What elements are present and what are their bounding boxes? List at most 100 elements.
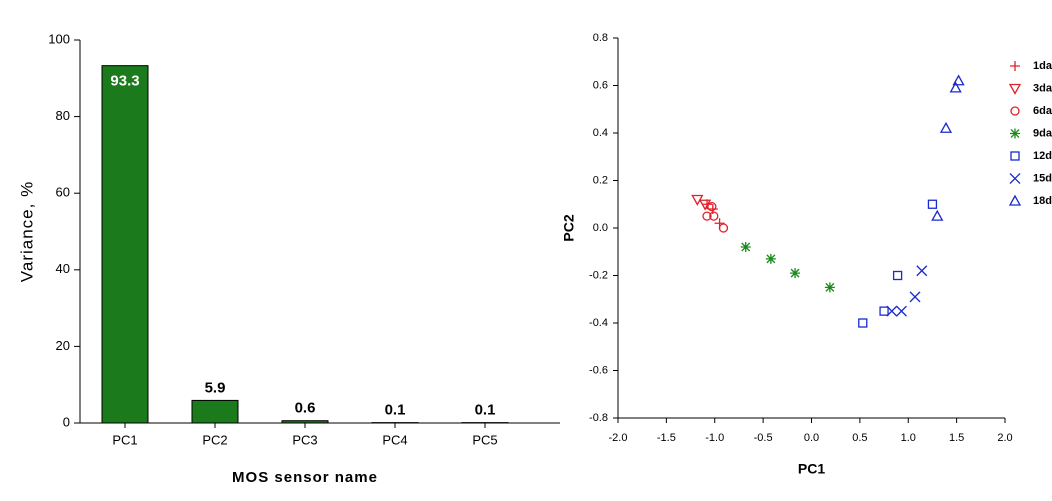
x-tick-label: -0.5 — [754, 432, 773, 444]
marker-part — [916, 265, 928, 277]
marker-part — [1010, 61, 1020, 71]
marker-part — [892, 270, 903, 281]
x-tick-label: -1.5 — [657, 432, 676, 444]
marker — [702, 211, 712, 221]
y-tick-label: -0.6 — [589, 364, 608, 376]
x-tick-label: PC1 — [112, 432, 137, 447]
marker-part — [949, 81, 962, 93]
legend-label: 12d — [1033, 150, 1052, 162]
x-tick-label: 2.0 — [997, 432, 1012, 444]
x-tick-label: -2.0 — [609, 432, 628, 444]
legend-marker — [1010, 106, 1020, 116]
marker — [702, 199, 713, 210]
value-label: 0.6 — [295, 400, 316, 417]
marker — [879, 306, 889, 316]
marker — [952, 74, 965, 86]
legend-label: 9da — [1033, 127, 1052, 139]
y-tick-label: 0.4 — [593, 127, 608, 139]
marker-part — [939, 121, 953, 133]
marker — [709, 211, 719, 221]
x-tick-label: PC2 — [202, 432, 227, 447]
y-tick-label: 40 — [56, 261, 70, 276]
x-tick-label: 1.0 — [901, 432, 916, 444]
marker — [718, 223, 729, 233]
x-tick-label: PC4 — [382, 432, 407, 447]
value-label: 0.1 — [385, 402, 406, 419]
legend-label: 15d — [1033, 172, 1052, 184]
y-tick-label: -0.8 — [589, 412, 608, 424]
marker-part — [931, 209, 944, 221]
legend-marker — [1010, 128, 1020, 139]
legend-label: 6da — [1033, 105, 1052, 117]
marker-part — [952, 74, 965, 86]
marker-part — [896, 305, 907, 317]
value-label: 0.1 — [475, 402, 496, 419]
y-tick-label: 80 — [56, 108, 70, 123]
marker-part — [702, 211, 712, 221]
bar — [281, 420, 329, 424]
y-tick-label: 60 — [56, 185, 70, 200]
marker — [740, 242, 751, 252]
marker-part — [886, 305, 898, 317]
marker-part — [824, 282, 835, 293]
x-tick-label: PC5 — [472, 432, 497, 447]
marker — [824, 282, 835, 293]
y-axis-label: PC2 — [561, 214, 577, 241]
y-tick-label: 100 — [48, 31, 70, 46]
marker — [886, 305, 898, 317]
marker-part — [1010, 151, 1020, 161]
x-axis-label: MOS sensor name — [232, 469, 378, 486]
legend-label: 1da — [1033, 60, 1052, 72]
marker-part — [707, 201, 717, 212]
x-tick-label: PC3 — [292, 432, 317, 447]
y-tick-label: 0.8 — [593, 32, 608, 44]
marker-part — [1010, 128, 1020, 139]
value-label: 5.9 — [205, 379, 226, 396]
marker-part — [858, 318, 868, 328]
marker — [896, 305, 907, 317]
legend-marker — [1010, 151, 1020, 161]
marker-part — [909, 291, 921, 303]
marker-part — [879, 306, 889, 316]
marker-part — [709, 211, 719, 221]
y-tick-label: -0.4 — [589, 317, 608, 329]
legend-marker — [1010, 61, 1020, 71]
marker — [931, 209, 944, 221]
marker-part — [718, 223, 729, 233]
legend-marker — [1009, 173, 1021, 184]
marker — [939, 121, 953, 133]
value-label: 93.3 — [110, 73, 139, 90]
marker — [949, 81, 962, 93]
y-tick-label: 0 — [63, 414, 70, 429]
y-axis-label: Variance, % — [17, 181, 36, 282]
marker-part — [927, 199, 938, 209]
marker — [916, 265, 928, 277]
y-tick-label: -0.2 — [589, 269, 608, 281]
legend-marker — [1008, 194, 1022, 206]
marker — [698, 199, 712, 211]
marker-part — [698, 199, 712, 211]
marker-part — [1010, 106, 1020, 116]
x-tick-label: 0.5 — [852, 432, 867, 444]
marker-part — [702, 199, 713, 210]
bar — [101, 65, 149, 424]
marker-part — [1008, 83, 1022, 95]
marker-part — [790, 268, 801, 279]
marker-part — [1009, 173, 1021, 184]
legend-marker — [1008, 83, 1022, 95]
x-axis-label: PC1 — [798, 461, 825, 477]
legend-label: 18d — [1033, 195, 1052, 207]
marker — [909, 291, 921, 303]
legend-label: 3da — [1033, 82, 1052, 94]
marker-part — [1008, 194, 1022, 206]
marker-part — [740, 242, 751, 252]
marker — [790, 268, 801, 279]
marker — [707, 201, 717, 212]
marker — [892, 270, 903, 281]
x-tick-label: 0.0 — [804, 432, 819, 444]
marker — [858, 318, 868, 328]
y-tick-label: 0.6 — [593, 79, 608, 91]
y-tick-label: 0.0 — [593, 222, 608, 234]
